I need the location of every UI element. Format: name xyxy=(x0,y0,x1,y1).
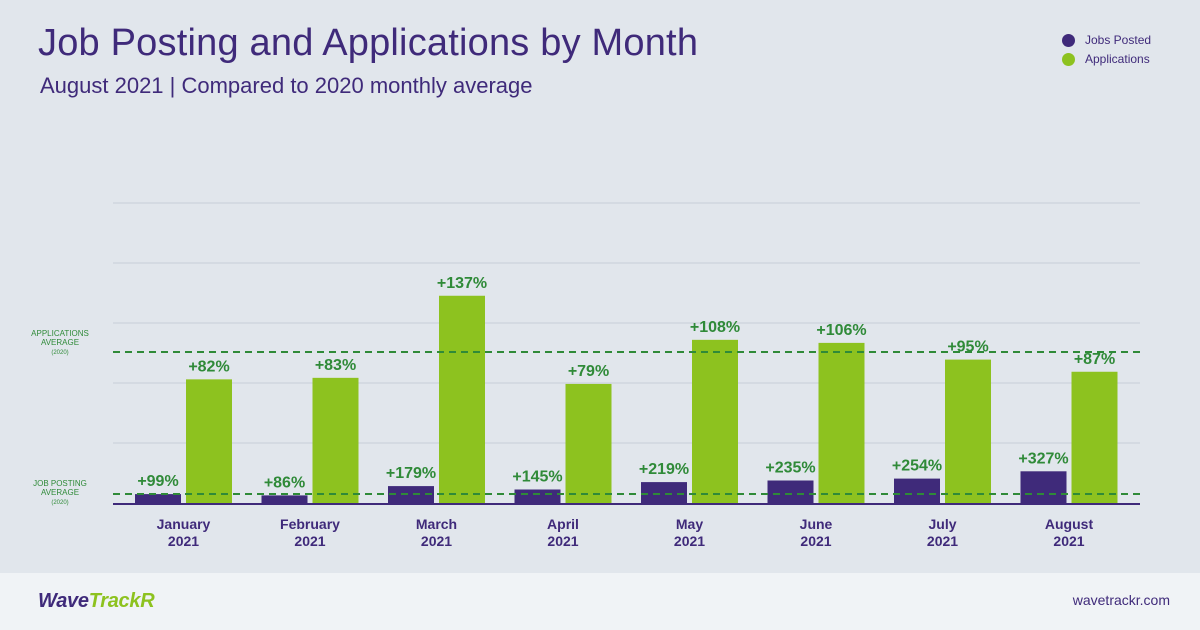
legend-item-jobs-posted: Jobs Posted xyxy=(1062,31,1151,49)
x-tick-label-year: 2021 xyxy=(927,533,958,549)
x-tick-label-month: July xyxy=(928,516,956,532)
legend-label-applications: Applications xyxy=(1085,52,1150,66)
x-axis-labels: January2021February2021March2021April202… xyxy=(157,516,1094,549)
data-label-applications-july: +95% xyxy=(947,339,988,356)
bar-applications-august xyxy=(1071,371,1118,504)
footer: WaveTrackR wavetrackr.com xyxy=(0,573,1200,630)
x-tick-label-year: 2021 xyxy=(674,533,705,549)
x-tick-label-month: May xyxy=(676,516,703,532)
bar-applications-april xyxy=(565,383,612,504)
x-tick-label-month: August xyxy=(1045,516,1094,532)
legend-item-applications: Applications xyxy=(1062,50,1151,68)
bar-applications-february xyxy=(312,377,359,504)
data-label-applications-april: +79% xyxy=(568,363,609,380)
data-label-applications-march: +137% xyxy=(437,275,487,292)
x-tick-label-month: April xyxy=(547,516,579,532)
data-label-jobs-posted-april: +145% xyxy=(512,469,562,486)
x-tick-label-month: March xyxy=(416,516,457,532)
x-tick-label-year: 2021 xyxy=(800,533,831,549)
ref-label-applications-line3: (2020) xyxy=(51,350,68,356)
website-link[interactable]: wavetrackr.com xyxy=(1072,592,1170,608)
legend-label-jobs-posted: Jobs Posted xyxy=(1085,33,1152,47)
bar-jobs-posted-january xyxy=(135,494,181,504)
bar-applications-may xyxy=(692,339,738,504)
ref-label-job-posting-line2: AVERAGE xyxy=(41,488,79,497)
ref-label-job-posting-line3: (2020) xyxy=(51,500,68,506)
ref-label-applications-line1: APPLICATIONS xyxy=(31,329,89,338)
legend-swatch-jobs-posted xyxy=(1062,33,1075,47)
data-label-applications-august: +87% xyxy=(1074,351,1115,368)
data-label-jobs-posted-february: +86% xyxy=(264,474,305,491)
bar-applications-july xyxy=(945,359,991,504)
bars: +99% +82% +86% +83% +179% +137% +145% +79% +219%… xyxy=(135,275,1118,504)
data-label-jobs-posted-august: +327% xyxy=(1018,450,1068,467)
bar-applications-january xyxy=(186,379,232,504)
data-label-jobs-posted-may: +219% xyxy=(639,461,689,478)
legend-swatch-applications xyxy=(1062,52,1075,66)
x-tick-label-year: 2021 xyxy=(294,533,325,549)
x-tick-label-month: February xyxy=(280,516,340,532)
logo-text-main: Wave xyxy=(38,590,89,612)
data-label-jobs-posted-january: +99% xyxy=(137,473,178,490)
x-tick-label-year: 2021 xyxy=(421,533,452,549)
legend: Jobs Posted Applications xyxy=(1062,31,1151,69)
x-tick-label-year: 2021 xyxy=(547,533,578,549)
x-tick-label-year: 2021 xyxy=(1053,533,1084,549)
bar-applications-march xyxy=(439,295,485,504)
wavetrackr-logo[interactable]: WaveTrackR xyxy=(38,590,155,613)
chart-title: Job Posting and Applications by Month xyxy=(38,22,699,64)
bar-jobs-posted-february xyxy=(261,495,308,504)
logo-text-accent: TrackR xyxy=(88,590,155,612)
bar-jobs-posted-may xyxy=(641,482,687,504)
x-tick-label-year: 2021 xyxy=(168,533,199,549)
bar-jobs-posted-june xyxy=(767,480,814,504)
data-label-applications-february: +83% xyxy=(315,357,356,374)
ref-label-job-posting-line1: JOB POSTING xyxy=(33,479,87,488)
chart-subtitle: August 2021 | Compared to 2020 monthly a… xyxy=(40,73,533,98)
bar-jobs-posted-april xyxy=(514,489,561,504)
data-label-applications-june: +106% xyxy=(816,322,866,339)
data-label-jobs-posted-june: +235% xyxy=(765,460,815,477)
ref-label-applications-line2: AVERAGE xyxy=(41,338,79,347)
bar-applications-june xyxy=(818,342,865,504)
bar-jobs-posted-july xyxy=(894,478,940,504)
data-label-jobs-posted-march: +179% xyxy=(386,465,436,482)
data-label-jobs-posted-july: +254% xyxy=(892,458,942,475)
bar-chart: APPLICATIONS AVERAGE (2020) JOB POSTING … xyxy=(31,202,1140,549)
x-tick-label-month: June xyxy=(800,516,833,532)
data-label-applications-may: +108% xyxy=(690,319,740,336)
bar-jobs-posted-march xyxy=(388,486,434,504)
reference-line-labels: APPLICATIONS AVERAGE (2020) JOB POSTING … xyxy=(31,329,89,506)
x-tick-label-month: January xyxy=(157,516,211,532)
data-label-applications-january: +82% xyxy=(188,358,229,375)
bar-jobs-posted-august xyxy=(1020,471,1067,504)
